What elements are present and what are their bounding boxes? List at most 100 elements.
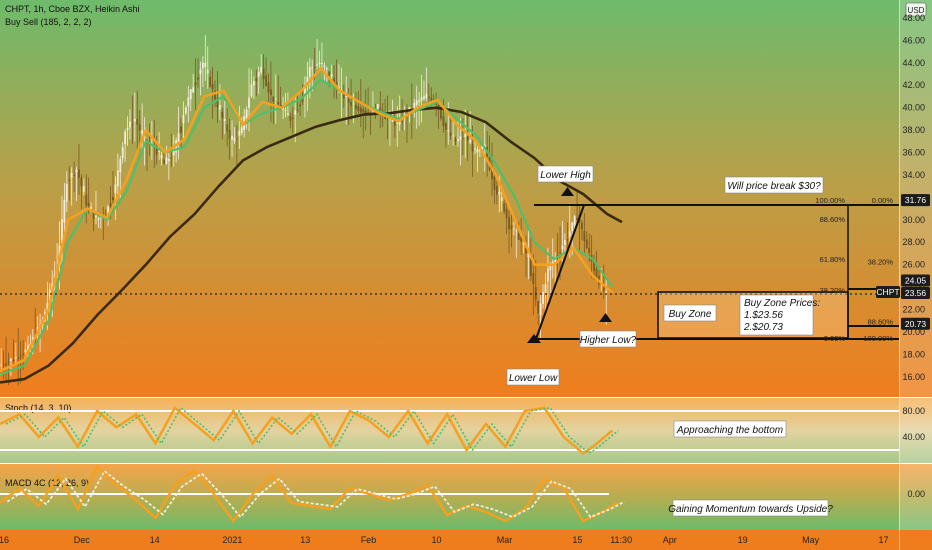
- candle-body: [454, 138, 457, 142]
- candle-body: [248, 97, 250, 108]
- lower-high-arrow: [561, 187, 574, 196]
- candle-body: [270, 89, 272, 96]
- candle-body: [308, 67, 311, 77]
- candle-body: [22, 353, 24, 355]
- stoch-k-line: [0, 405, 614, 455]
- candle-body: [529, 259, 532, 277]
- lower-high-box: [537, 165, 594, 183]
- candle-body: [544, 284, 547, 293]
- candle-body: [573, 216, 576, 226]
- candle-body: [194, 82, 197, 86]
- candle-body: [272, 96, 275, 102]
- price-tick-label: 40.00: [902, 103, 925, 113]
- price-tick-label: 26.00: [902, 260, 925, 270]
- candle-body: [299, 104, 301, 107]
- candle-body: [459, 136, 462, 140]
- time-tick-label: May: [802, 535, 820, 545]
- candle-body: [515, 230, 518, 232]
- candle-body: [245, 109, 248, 119]
- candle-body: [80, 177, 83, 187]
- candle-body: [63, 199, 66, 223]
- candle-body: [78, 169, 80, 179]
- candle-body: [124, 131, 127, 145]
- price-badge: [901, 287, 930, 300]
- candle-body: [430, 97, 433, 102]
- candle-body: [449, 132, 452, 136]
- candle-body: [184, 107, 187, 114]
- macd-signal-line: [6, 469, 625, 519]
- time-tick-label: 16: [0, 535, 9, 545]
- candle-body: [593, 261, 595, 271]
- candle-body: [517, 233, 520, 240]
- candle-body: [296, 109, 299, 111]
- stoch-tick-label: 80.00: [902, 406, 925, 416]
- candle-body: [136, 118, 139, 125]
- candle-body: [508, 217, 510, 230]
- candle-body: [240, 127, 243, 133]
- candle-body: [537, 301, 540, 314]
- candle-body: [180, 126, 182, 133]
- time-tick-label: 17: [879, 535, 889, 545]
- candle-body: [46, 302, 49, 312]
- candle-body: [282, 107, 284, 110]
- candle-body: [226, 124, 229, 132]
- candle-body: [605, 291, 608, 293]
- currency-badge[interactable]: [905, 2, 927, 17]
- fib-level-label: 38.20%: [820, 286, 846, 295]
- candle-body: [267, 82, 270, 93]
- candle-body: [304, 85, 306, 94]
- candle-body: [182, 115, 185, 124]
- time-tick-label: 15: [572, 535, 582, 545]
- price-axis-bg: [899, 0, 932, 530]
- candle-body: [189, 89, 192, 100]
- candle-body: [214, 90, 216, 100]
- time-tick-label: 2021: [222, 535, 242, 545]
- higher-low-arrow: [599, 313, 612, 322]
- candle-body: [525, 247, 527, 254]
- candle-body: [532, 273, 535, 284]
- candle-body: [379, 107, 382, 113]
- stoch-annotation-box: [673, 420, 787, 438]
- lower-low-box: [506, 368, 560, 386]
- candle-body: [82, 186, 85, 192]
- candle-body: [333, 78, 335, 83]
- price-tick-label: 16.00: [902, 372, 925, 382]
- stoch-annotation-text: Approaching the bottom: [676, 425, 783, 436]
- candle-body: [420, 97, 423, 101]
- candle-body: [542, 292, 544, 304]
- symbol-title: CHPT, 1h, Cboe BZX, Heikin Ashi: [5, 4, 140, 14]
- candle-body: [512, 228, 515, 230]
- candle-body: [301, 96, 304, 103]
- fib-level-label: 88.60%: [868, 317, 894, 326]
- candle-body: [564, 239, 566, 246]
- price-tick-label: 34.00: [902, 170, 925, 180]
- candle-body: [177, 133, 180, 143]
- candle-body: [138, 124, 141, 131]
- time-tick-label: 10: [431, 535, 441, 545]
- candle-body: [126, 127, 129, 131]
- candle-body: [481, 146, 484, 150]
- candle-body: [561, 245, 564, 250]
- candle-body: [491, 166, 493, 180]
- candle-body: [260, 67, 263, 73]
- annotations: Lower High Will price break $30? Buy Zon…: [506, 165, 824, 386]
- candle-body: [253, 81, 255, 86]
- time-tick-label: Apr: [663, 535, 677, 545]
- candle-body: [257, 72, 260, 77]
- candle-body: [345, 96, 348, 98]
- candle-body: [262, 68, 265, 80]
- candle-body: [500, 197, 503, 202]
- candle-body: [61, 219, 63, 244]
- candle-body: [121, 147, 124, 159]
- candle-body: [357, 106, 360, 111]
- fib-level-label: 61.80%: [820, 255, 846, 264]
- candle-body: [396, 122, 399, 124]
- candle-body: [362, 109, 365, 113]
- candle-body: [287, 113, 289, 115]
- candle-body: [19, 355, 22, 357]
- candle-body: [209, 76, 212, 87]
- candle-body: [425, 94, 428, 98]
- stoch-d-line: [5, 406, 619, 455]
- candle-body: [547, 268, 549, 282]
- candle-body: [325, 68, 328, 70]
